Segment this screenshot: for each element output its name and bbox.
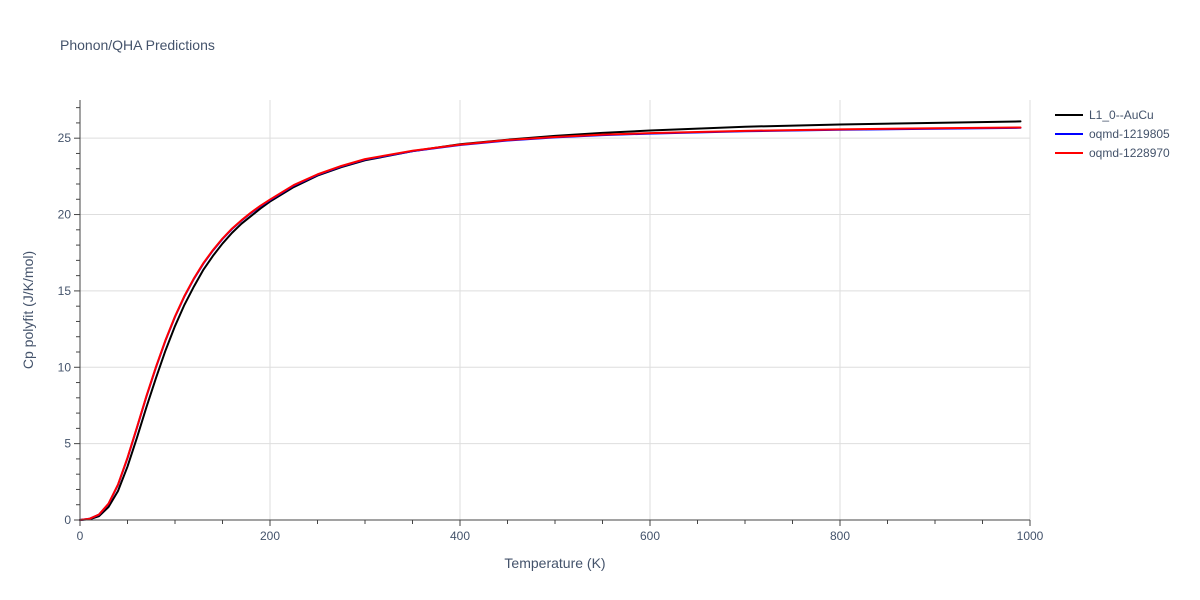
y-tick-label: 15 [58, 284, 72, 298]
x-axis-title: Temperature (K) [504, 555, 605, 571]
y-tick-label: 5 [64, 437, 71, 451]
legend-layer[interactable]: L1_0--AuCu oqmd-1219805 oqmd-1228970 [1055, 108, 1170, 160]
legend-item-1[interactable]: L1_0--AuCu [1055, 108, 1154, 122]
series-line-1 [79, 120, 1022, 521]
legend-label: oqmd-1228970 [1089, 146, 1170, 160]
y-tick-label: 0 [64, 513, 71, 527]
y-tick-label: 25 [58, 131, 72, 145]
y-tick-label: 10 [58, 360, 72, 374]
x-tick-label: 200 [260, 529, 280, 543]
axis-layer [74, 100, 1031, 526]
legend-label: oqmd-1219805 [1089, 127, 1170, 141]
series-line-3 [79, 126, 1022, 521]
legend-item-2[interactable]: oqmd-1219805 [1055, 127, 1170, 141]
legend-label: L1_0--AuCu [1089, 108, 1154, 122]
chart-title: Phonon/QHA Predictions [60, 37, 215, 53]
x-tick-label: 400 [450, 529, 470, 543]
x-tick-label: 0 [77, 529, 84, 543]
x-tick-label: 600 [640, 529, 660, 543]
y-axis-title: Cp polyfit (J/K/mol) [20, 251, 36, 369]
series-layer [79, 120, 1022, 521]
series-line-2 [79, 126, 1022, 521]
label-layer: 0 200 400 600 800 1000 0 5 10 15 20 25 [58, 131, 1044, 543]
x-tick-label: 800 [830, 529, 850, 543]
x-tick-label: 1000 [1017, 529, 1044, 543]
y-tick-label: 20 [58, 208, 72, 222]
legend-item-3[interactable]: oqmd-1228970 [1055, 146, 1170, 160]
grid-layer [80, 100, 1031, 520]
